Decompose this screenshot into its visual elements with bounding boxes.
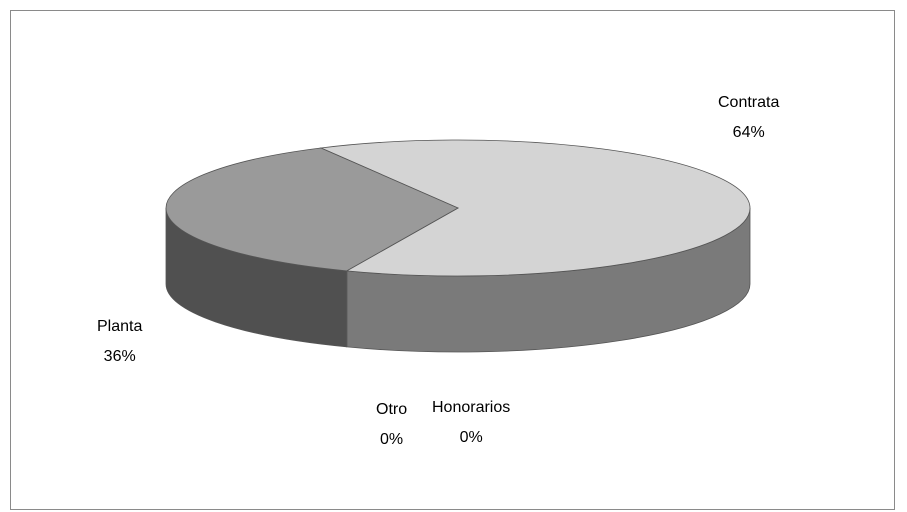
pie-slice-contrata — [319, 139, 751, 277]
label-contrata-name: Contrata — [718, 94, 780, 111]
label-contrata-value: 64% — [732, 124, 765, 141]
label-otro: Otro 0% — [376, 395, 407, 455]
label-otro-value: 0% — [380, 431, 404, 448]
label-honorarios: Honorarios 0% — [432, 393, 510, 453]
label-honorarios-value: 0% — [459, 429, 483, 446]
label-planta: Planta 36% — [97, 312, 142, 372]
label-honorarios-name: Honorarios — [432, 399, 511, 416]
label-contrata: Contrata 64% — [718, 88, 779, 148]
label-planta-name: Planta — [97, 318, 143, 335]
label-planta-value: 36% — [103, 348, 136, 365]
label-otro-name: Otro — [376, 401, 408, 418]
pie-slice-planta — [165, 147, 459, 272]
